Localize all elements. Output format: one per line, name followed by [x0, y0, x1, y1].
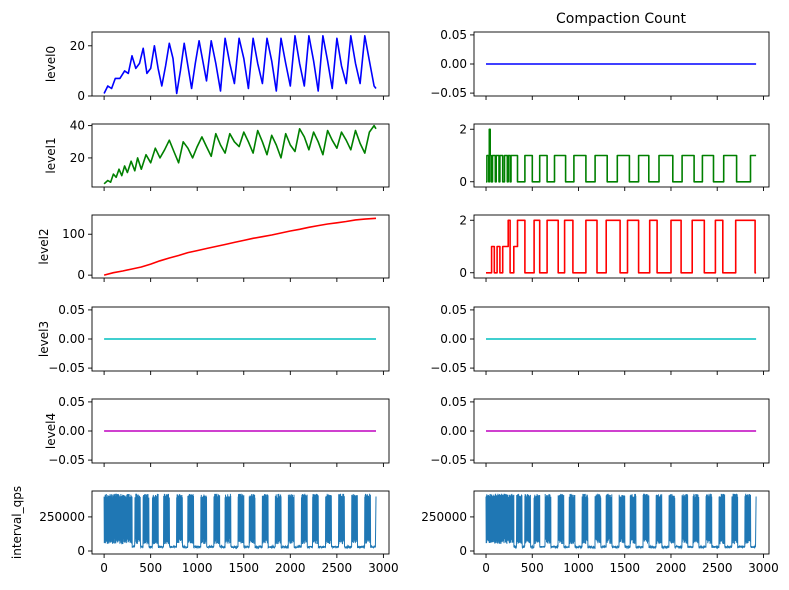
- ylabel-level3: level3: [37, 321, 51, 357]
- y-tick-label: 0.00: [440, 332, 467, 346]
- ylabel-level2: level2: [37, 228, 51, 264]
- y-tick-label: 0.05: [58, 303, 85, 317]
- y-tick-label: 0: [77, 544, 85, 558]
- ylabel-level4: level4: [44, 413, 58, 449]
- y-tick-label: 20: [70, 39, 85, 53]
- axes-frame: [473, 214, 770, 279]
- ylabel-interval_qps: interval_qps: [10, 486, 24, 559]
- panel-level2-right: 02: [459, 213, 770, 282]
- y-tick-label: 100: [62, 227, 85, 241]
- panel-interval_qps-right: 0 250000 0 500 1000 1500 2000 2500 3000: [421, 490, 779, 575]
- x-tick-label: 3000: [748, 561, 779, 575]
- y-tick-label: −0.05: [430, 86, 467, 100]
- x-tick-label: 2500: [322, 561, 353, 575]
- ylabel-level1: level1: [44, 137, 58, 173]
- level0-series-line: [103, 35, 377, 95]
- level1-series-line: [486, 128, 757, 183]
- y-tick-label: 0.00: [440, 57, 467, 71]
- y-tick-label: −0.05: [430, 361, 467, 375]
- x-tick-label: 1000: [182, 561, 213, 575]
- y-tick-label: 0.00: [58, 424, 85, 438]
- panel-level0-left: 0 20 level0: [44, 31, 390, 103]
- y-tick-label: 0.00: [440, 424, 467, 438]
- panel-level4-right: −0.05 0.00 0.05: [430, 395, 770, 467]
- y-tick-label: 250000: [39, 510, 85, 524]
- y-tick-label: 0.00: [58, 332, 85, 346]
- level2-series-line: [103, 217, 377, 276]
- y-tick-label: 0: [459, 266, 467, 280]
- panel-interval_qps-left: 0 250000 0 500 1000 1500 2000 2500 3000 interval_…: [10, 486, 399, 575]
- y-tick-label: 2: [459, 213, 467, 227]
- y-tick-label: 0: [459, 175, 467, 189]
- x-tick-label: 3000: [368, 561, 399, 575]
- y-tick-label: −0.05: [48, 361, 85, 375]
- y-tick-label: −0.05: [48, 453, 85, 467]
- qps-series-line: [485, 493, 757, 550]
- y-tick-label: 0: [77, 268, 85, 282]
- y-tick-label: 250000: [421, 510, 467, 524]
- x-tick-label: 0: [100, 561, 108, 575]
- figure-title: Compaction Count: [556, 11, 686, 27]
- x-tick-label: 2500: [702, 561, 733, 575]
- y-tick-label: 0.05: [58, 395, 85, 409]
- x-tick-label: 1500: [228, 561, 259, 575]
- y-tick-label: 0: [459, 544, 467, 558]
- level2-series-line: [486, 219, 757, 274]
- panel-level1-left: 20 40 level1: [44, 119, 390, 191]
- y-tick-label: −0.05: [430, 453, 467, 467]
- panel-level3-left: −0.05 0.00 0.05 level3: [37, 303, 390, 375]
- ylabel-level0: level0: [44, 46, 58, 82]
- y-tick-label: 2: [459, 122, 467, 136]
- x-tick-label: 500: [139, 561, 162, 575]
- y-tick-label: 0.05: [440, 28, 467, 42]
- x-tick-label: 1000: [563, 561, 594, 575]
- x-tick-label: 1500: [609, 561, 640, 575]
- panel-level2-left: 0 100 level2: [37, 214, 390, 282]
- panel-level0-right: −0.05 0.00 0.05: [430, 28, 770, 100]
- panel-level3-right: −0.05 0.00 0.05: [430, 303, 770, 375]
- y-tick-label: 0.05: [440, 303, 467, 317]
- axes-frame: [91, 123, 390, 188]
- x-tick-label: 0: [482, 561, 490, 575]
- y-tick-label: 20: [70, 151, 85, 165]
- panel-level1-right: 02: [459, 122, 770, 191]
- level1-series-line: [103, 124, 377, 185]
- x-tick-label: 2000: [656, 561, 687, 575]
- y-tick-label: 0.05: [440, 395, 467, 409]
- qps-series-line: [103, 493, 377, 550]
- x-tick-label: 500: [521, 561, 544, 575]
- y-tick-label: 40: [70, 119, 85, 133]
- y-tick-label: 0: [77, 89, 85, 103]
- x-tick-label: 2000: [275, 561, 306, 575]
